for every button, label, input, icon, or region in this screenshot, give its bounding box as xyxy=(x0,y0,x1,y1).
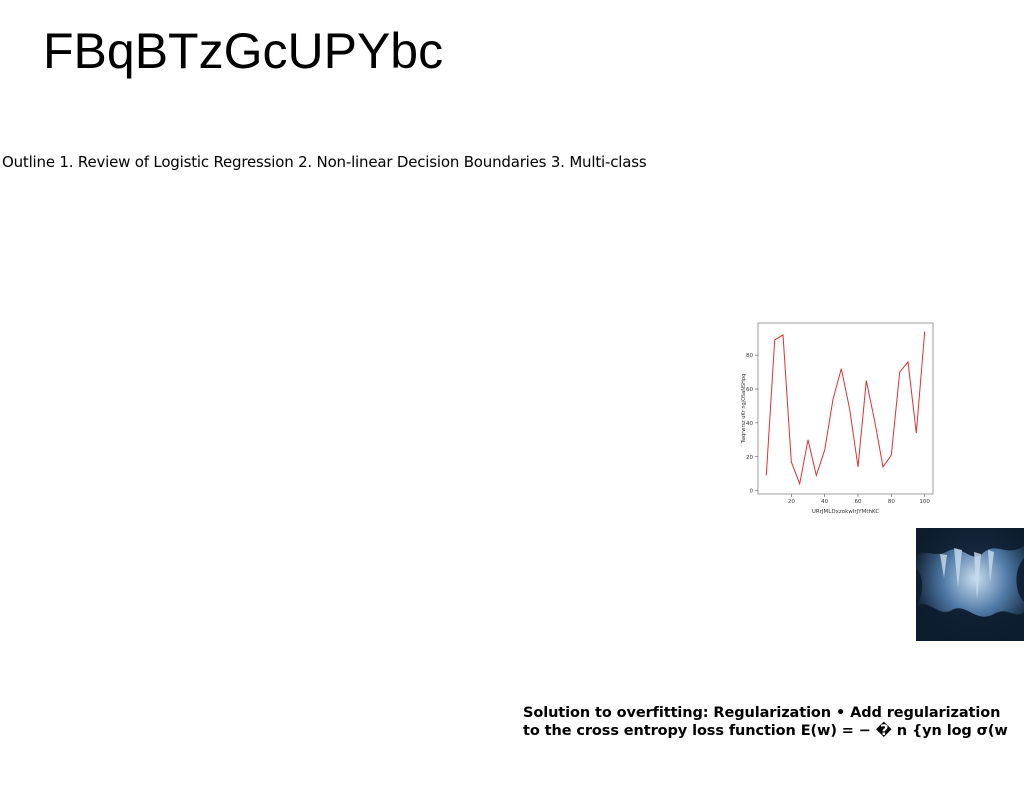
x-tick-label: 20 xyxy=(788,499,795,505)
note-line-1: Solution to overfitting: Regularization … xyxy=(523,705,1001,721)
y-axis-label: Twqrwrsz uKr ngjOSaNSHpq xyxy=(741,374,747,445)
note-line-2: to the cross entropy loss function E(w) … xyxy=(523,723,1008,739)
outline-text: Outline 1. Review of Logistic Regression… xyxy=(2,153,647,171)
y-tick-label: 0 xyxy=(750,489,754,495)
x-axis-label: URrJMLDxzokwIrJYMthKC xyxy=(812,509,880,515)
chart-axes: 20 40 60 80 100 0 20 40 60 80 xyxy=(746,353,930,505)
x-tick-label: 100 xyxy=(919,499,930,505)
y-tick-label: 40 xyxy=(746,421,753,427)
x-tick-label: 80 xyxy=(888,499,895,505)
y-tick-label: 20 xyxy=(746,455,753,461)
plot-frame xyxy=(757,322,934,495)
x-tick-label: 40 xyxy=(821,499,828,505)
x-tick-label: 60 xyxy=(855,499,862,505)
ice-cave-image xyxy=(916,528,1024,641)
line-chart-svg: 20 40 60 80 100 0 20 40 60 80 URrJMLDxzokwIrJYMth… xyxy=(741,322,934,515)
y-tick-label: 80 xyxy=(746,353,753,359)
series-line xyxy=(765,331,926,486)
ice-cave-photo xyxy=(916,528,1024,641)
regularization-note: Solution to overfitting: Regularization … xyxy=(523,704,1018,740)
slide-title: FBqBTzGcUPYbc xyxy=(43,23,444,79)
y-tick-label: 60 xyxy=(746,387,753,393)
line-chart: 20 40 60 80 100 0 20 40 60 80 URrJMLDxzokwIrJYMth… xyxy=(734,318,940,520)
